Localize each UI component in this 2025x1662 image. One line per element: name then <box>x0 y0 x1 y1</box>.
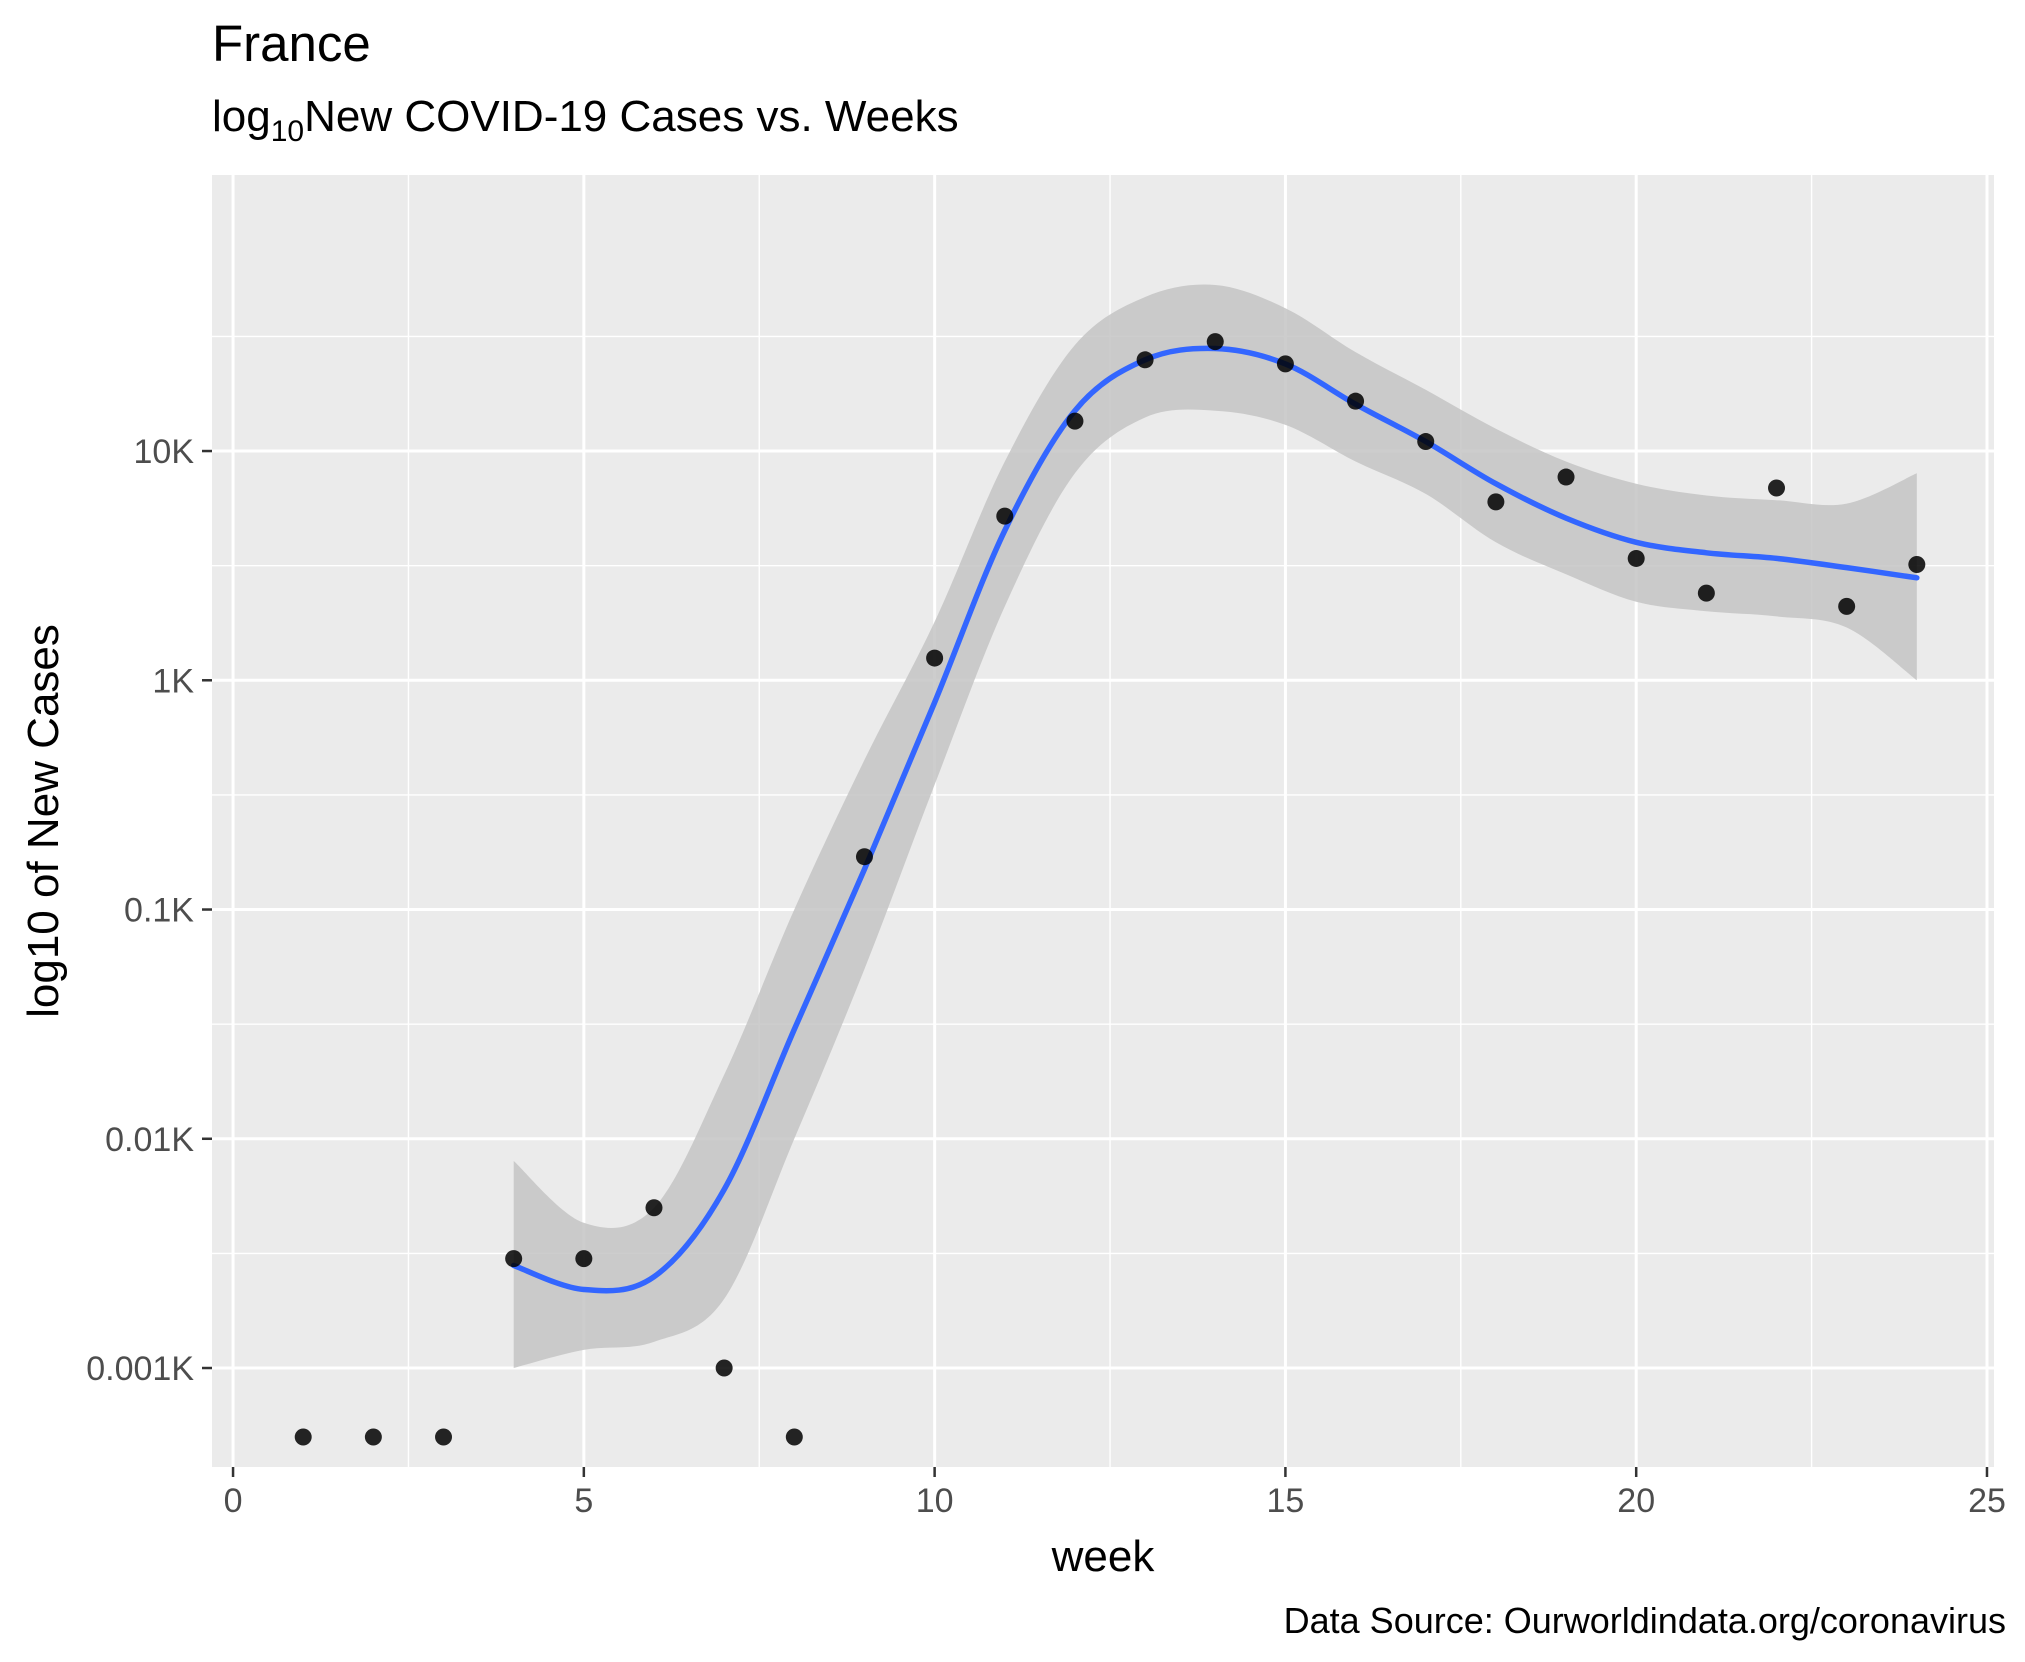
data-point <box>645 1199 663 1217</box>
x-axis-title: week <box>1051 1532 1156 1581</box>
data-source-caption: Data Source: Ourworldindata.org/coronavi… <box>1284 1600 2006 1641</box>
data-point <box>926 649 944 667</box>
data-point <box>1697 584 1715 602</box>
subtitle-rest: New COVID-19 Cases vs. Weeks <box>304 92 958 141</box>
data-point <box>1276 355 1294 373</box>
x-tick-label: 25 <box>1968 1482 2006 1520</box>
x-tick-label: 5 <box>574 1482 593 1520</box>
y-tick-label: 1K <box>152 662 194 700</box>
x-tick-label: 20 <box>1617 1482 1655 1520</box>
x-tick-label: 10 <box>916 1482 954 1520</box>
data-point <box>1908 555 1926 573</box>
data-point <box>1206 333 1224 351</box>
data-point <box>1487 493 1505 511</box>
data-point <box>294 1428 312 1446</box>
data-point <box>1627 549 1645 567</box>
data-point <box>435 1428 453 1446</box>
data-point <box>996 507 1014 525</box>
chart-title: France <box>212 15 371 72</box>
y-tick-label: 0.001K <box>86 1350 194 1388</box>
grid-major <box>212 175 1994 1467</box>
x-axis-ticks: 0 5 10 15 20 25 <box>224 1467 2006 1520</box>
subtitle-log: log <box>212 92 271 141</box>
y-tick-label: 10K <box>134 433 195 471</box>
data-point <box>855 848 873 866</box>
data-point <box>575 1250 593 1268</box>
data-point <box>715 1359 733 1377</box>
data-point <box>1347 392 1365 410</box>
chart-subtitle: log10New COVID-19 Cases vs. Weeks <box>212 92 959 148</box>
data-point <box>1768 479 1786 497</box>
data-point <box>1838 597 1856 615</box>
x-tick-label: 15 <box>1266 1482 1304 1520</box>
data-point <box>364 1428 382 1446</box>
subtitle-subscript: 10 <box>271 115 304 148</box>
x-tick-label: 0 <box>224 1482 243 1520</box>
confidence-band <box>513 284 1917 1368</box>
y-tick-label: 0.01K <box>105 1121 194 1159</box>
y-axis-title: log10 of New Cases <box>19 624 68 1018</box>
data-point <box>505 1250 523 1268</box>
y-tick-label: 0.1K <box>124 892 194 930</box>
confidence-band-layer <box>513 284 1917 1368</box>
y-axis-ticks: 0.001K 0.01K 0.1K 1K 10K <box>86 433 212 1388</box>
data-point <box>785 1428 803 1446</box>
data-point <box>1066 412 1084 430</box>
data-point <box>1417 433 1435 451</box>
points-layer <box>294 333 1926 1446</box>
data-point <box>1557 468 1575 486</box>
data-point <box>1136 351 1154 369</box>
